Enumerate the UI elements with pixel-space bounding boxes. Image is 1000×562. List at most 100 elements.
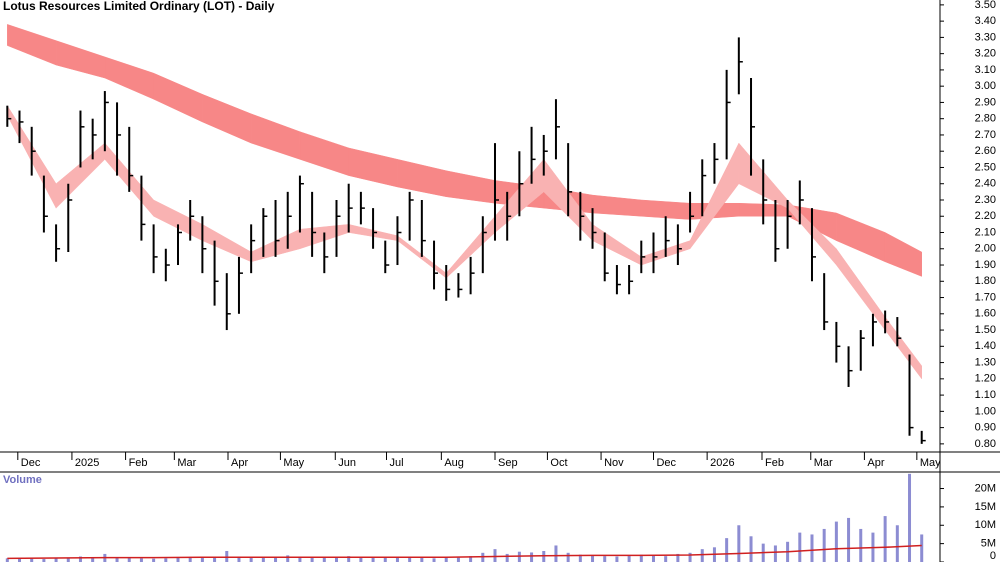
volume-bar — [810, 534, 814, 562]
volume-bar — [920, 534, 924, 562]
volume-bar — [737, 525, 741, 562]
x-tick-label: May — [283, 457, 304, 469]
x-tick-label: Apr — [867, 457, 884, 469]
volume-bar — [249, 556, 253, 562]
volume-bar — [432, 558, 436, 562]
volume-bar — [530, 552, 534, 562]
y-tick-label: 1.20 — [975, 373, 996, 385]
volume-bar — [359, 557, 363, 562]
y-tick-label: 0.80 — [975, 438, 996, 450]
volume-bar — [822, 528, 826, 562]
volume-bar — [91, 557, 95, 562]
volume-bar — [200, 557, 204, 562]
volume-bar — [908, 473, 912, 562]
y-tick-label: 2.20 — [975, 210, 996, 222]
y-tick-label: 2.60 — [975, 145, 996, 157]
volume-bar — [591, 555, 595, 562]
volume-bar — [347, 556, 351, 562]
y-tick-label: 2.80 — [975, 113, 996, 125]
y-tick-label: 1.00 — [975, 405, 996, 417]
volume-bar — [603, 556, 607, 562]
y-tick-label: 3.00 — [975, 80, 996, 92]
x-tick-label: Mar — [177, 457, 196, 469]
y-tick-label: 1.30 — [975, 356, 996, 368]
volume-bar — [322, 557, 326, 562]
y-tick-label: 3.40 — [975, 15, 996, 27]
title-bg — [0, 0, 215, 14]
y-tick-label: 20M — [975, 482, 996, 494]
x-tick-label: Apr — [231, 457, 248, 469]
y-tick-label: 1.60 — [975, 308, 996, 320]
y-tick-label: 2.30 — [975, 194, 996, 206]
volume-bar — [749, 536, 753, 562]
volume-bar — [286, 555, 290, 562]
y-tick-label: 1.40 — [975, 340, 996, 352]
volume-bar — [298, 556, 302, 562]
y-tick-label: 2.10 — [975, 226, 996, 238]
y-tick-label: 10M — [975, 519, 996, 531]
volume-bar — [834, 521, 838, 562]
y-tick-label: 0.90 — [975, 422, 996, 434]
volume-bar — [310, 557, 314, 562]
volume-bar — [688, 552, 692, 562]
volume-bar — [42, 559, 46, 562]
x-tick-label: Dec — [656, 457, 676, 469]
chart-title: Lotus Resources Limited Ordinary (LOT) -… — [3, 0, 275, 13]
y-tick-label: 2.90 — [975, 96, 996, 108]
ma-band — [884, 232, 922, 277]
volume-bar — [664, 556, 668, 562]
volume-bar — [78, 556, 82, 562]
volume-bar — [554, 545, 558, 562]
y-tick-label: 3.50 — [975, 0, 996, 11]
volume-bar — [651, 555, 655, 562]
volume-bar — [334, 556, 338, 562]
x-tick-label: Mar — [814, 457, 833, 469]
y-tick-label: 15M — [975, 501, 996, 513]
volume-average — [7, 544, 922, 560]
volume-bar — [188, 556, 192, 562]
x-tick-label: 2026 — [710, 457, 734, 469]
volume-bar — [408, 556, 412, 562]
volume-bar — [469, 556, 473, 562]
volume-bar — [54, 557, 58, 562]
volume-bar — [5, 558, 9, 562]
x-tick-label: May — [920, 457, 941, 469]
volume-bar — [444, 557, 448, 562]
volume-bar — [420, 557, 424, 562]
volume-bar — [176, 557, 180, 562]
volume-bar — [615, 556, 619, 562]
volume-bar — [152, 558, 156, 562]
x-tick-label: 2025 — [75, 457, 99, 469]
volume-bar — [847, 517, 851, 562]
volume-bar — [676, 553, 680, 562]
volume-bar — [127, 557, 131, 562]
x-tick-label: Jun — [338, 457, 356, 469]
volume-bar — [639, 554, 643, 562]
y-tick-label: 2.50 — [975, 161, 996, 173]
y-tick-label: 2.40 — [975, 178, 996, 190]
x-tick-label: Nov — [604, 457, 624, 469]
x-tick-label: Feb — [129, 457, 148, 469]
volume-bar — [883, 516, 887, 562]
volume-bar — [213, 557, 217, 562]
volume-bar — [725, 538, 729, 562]
y-tick-label: 5M — [981, 538, 996, 550]
volume-bar — [895, 525, 899, 562]
x-tick-label: Aug — [444, 457, 464, 469]
volume-bar — [505, 553, 509, 562]
volume-bar — [383, 557, 387, 562]
x-tick-label: Oct — [550, 457, 567, 469]
volume-bar — [66, 558, 70, 562]
y-tick-label: 3.10 — [975, 64, 996, 76]
volume-bar — [164, 558, 168, 562]
y-tick-label: 1.70 — [975, 291, 996, 303]
volume-bar — [395, 557, 399, 562]
y-tick-label: 3.20 — [975, 48, 996, 60]
volume-bar — [261, 557, 265, 562]
volume-bar — [237, 556, 241, 562]
volume-bar — [578, 554, 582, 562]
x-tick-label: Jul — [389, 457, 403, 469]
volume-bar — [456, 557, 460, 562]
